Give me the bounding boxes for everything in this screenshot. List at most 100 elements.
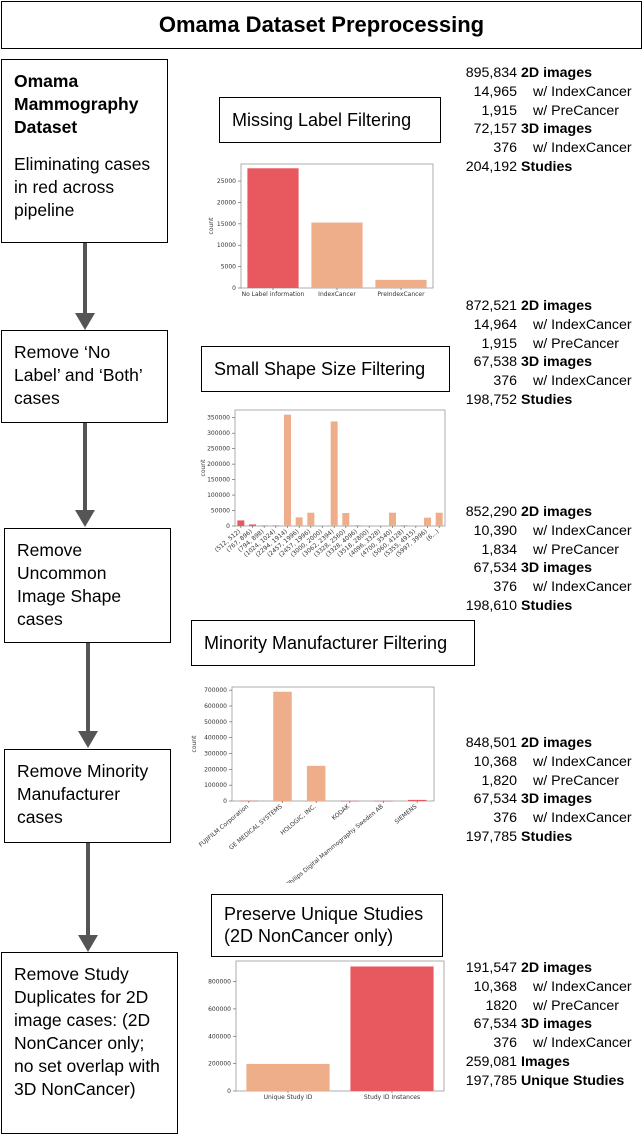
step-remove-no-label: Remove ‘No Label’ and ‘Both’ cases <box>1 330 168 423</box>
stat-row: 198,610 Studies <box>440 597 644 616</box>
stat-row: 1,915 w/ PreCancer <box>440 102 644 121</box>
stat-row: 848,501 2D images <box>440 734 644 753</box>
y-tick-label: 10000 <box>217 242 236 249</box>
step-remove-study-duplicates: Remove Study Duplicates for 2D image cas… <box>1 952 178 1134</box>
bar <box>246 1063 330 1091</box>
stat-label: 3D images <box>521 121 592 138</box>
filter-small-shape: Small Shape Size Filtering <box>201 346 450 392</box>
y-tick-label: 200000 <box>208 1061 231 1068</box>
stat-value: 67,534 <box>473 791 517 808</box>
stat-label: 3D images <box>521 791 592 808</box>
stat-row: 198,752 Studies <box>440 391 644 410</box>
y-tick-label: 20000 <box>217 199 236 206</box>
bar <box>330 421 338 526</box>
x-tick-label: No Label information <box>242 291 305 298</box>
stat-value: 197,785 <box>465 828 517 845</box>
stat-row: 10,368 w/ IndexCancer <box>440 753 644 772</box>
y-tick-label: 800000 <box>208 979 231 986</box>
bar <box>377 525 385 526</box>
stat-row: 72,157 3D images <box>440 120 644 139</box>
stat-row: 1,834 w/ PreCancer <box>440 541 644 560</box>
stat-row: 376 w/ IndexCancer <box>440 139 644 158</box>
y-tick-label: 25000 <box>217 178 236 185</box>
y-tick-label: 300000 <box>207 430 230 437</box>
stat-value: 14,965 <box>473 83 517 100</box>
arrow-down-4 <box>78 843 98 952</box>
bar <box>424 517 431 526</box>
stat-row: 10,390 w/ IndexCancer <box>440 522 644 541</box>
x-tick-label: Unique Study ID <box>264 1094 313 1101</box>
stat-row: 1820 w/ PreCancer <box>440 997 644 1016</box>
bar <box>400 525 408 526</box>
step-remove-minority-manufacturer: Remove Minority Manufacturer cases <box>4 749 171 843</box>
stat-row: 376 w/ IndexCancer <box>440 1034 644 1053</box>
stat-value: 191,547 <box>465 960 517 976</box>
stat-label: Studies <box>521 828 573 845</box>
stat-value: 198,752 <box>465 391 517 408</box>
stat-label: Unique Studies <box>521 1072 625 1089</box>
stat-label: 2D images <box>521 504 592 520</box>
stat-row: 197,785 Studies <box>440 828 644 847</box>
chart-small-shape-svg: 0 50000 100000 150000 200000 250000 300000 3500… <box>200 409 446 559</box>
bar <box>407 799 427 801</box>
x-tick-label: Study ID Instances <box>364 1094 420 1101</box>
stat-row: 197,785 Unique Studies <box>440 1072 644 1091</box>
stat-value: 376 <box>493 373 517 390</box>
stat-row: 14,964 w/ IndexCancer <box>440 316 644 335</box>
stat-value: 1820 <box>485 997 517 1014</box>
stat-row: 10,368 w/ IndexCancer <box>440 978 644 997</box>
chart-unique-studies: 0 200000 400000 600000 800000 Unique Study ID… <box>200 957 446 1102</box>
x-tick-label: HOLOGIC, INC. <box>279 803 317 837</box>
stat-label: w/ PreCancer <box>533 772 619 789</box>
y-tick-label: 500000 <box>204 719 227 726</box>
stats-block-3: 852,290 2D images 10,390 w/ IndexCancer 1,83… <box>440 503 644 616</box>
stat-value: 872,521 <box>465 298 517 314</box>
stat-row: 376 w/ IndexCancer <box>440 372 644 391</box>
stat-row: 376 w/ IndexCancer <box>440 809 644 828</box>
y-tick-label: 0 <box>223 798 227 805</box>
stat-row: 376 w/ IndexCancer <box>440 578 644 597</box>
page-title: Omama Dataset Preprocessing <box>1 1 642 49</box>
x-tick-label: PreIndexCancer <box>377 291 425 298</box>
y-tick-label: 200000 <box>207 461 230 468</box>
stat-label: w/ IndexCancer <box>533 140 632 157</box>
stat-value: 197,785 <box>465 1072 517 1089</box>
stat-label: 3D images <box>521 354 592 371</box>
bar <box>295 517 303 526</box>
stat-label: w/ IndexCancer <box>533 373 632 390</box>
stat-label: w/ PreCancer <box>533 997 619 1014</box>
stat-row: 191,547 2D images <box>440 959 644 978</box>
stat-value: 852,290 <box>465 504 517 520</box>
stat-label: w/ IndexCancer <box>533 1035 632 1052</box>
step-remove-study-duplicates-body: Remove Study Duplicates for 2D image cas… <box>14 964 160 1099</box>
plot-frame <box>234 409 446 527</box>
step-dataset-header: Omama Mammography Dataset <box>14 71 139 137</box>
y-tick-label: 150000 <box>207 477 230 484</box>
stats-block-1: 895,834 2D images 14,965 w/ IndexCancer 1,91… <box>440 64 644 177</box>
chart-missing-label-svg: 0 5000 10000 15000 20000 25000 count No Label i… <box>208 163 434 298</box>
x-tick-label: SIEMENS <box>394 803 419 826</box>
y-tick-label: 0 <box>227 1088 231 1095</box>
x-tick-label: IndexCancer <box>318 291 356 298</box>
x-tick-label: KODAK <box>331 802 352 821</box>
stats-block-5: 191,547 2D images 10,368 w/ IndexCancer 1820… <box>440 959 644 1091</box>
bar <box>306 765 326 801</box>
bar <box>375 279 427 288</box>
bar <box>260 525 268 526</box>
stat-value: 72,157 <box>473 121 517 138</box>
stat-row: 14,965 w/ IndexCancer <box>440 83 644 102</box>
y-tick-label: 250000 <box>207 446 230 453</box>
stat-value: 259,081 <box>465 1053 517 1070</box>
y-axis-label: count <box>191 735 198 753</box>
filter-unique-studies: Preserve Unique Studies (2D NonCancer on… <box>211 894 443 957</box>
stat-label: w/ IndexCancer <box>533 316 632 333</box>
y-tick-label: 5000 <box>221 264 236 271</box>
chart-unique-studies-svg: 0 200000 400000 600000 800000 Unique Study ID… <box>208 960 445 1101</box>
stat-value: 376 <box>493 140 517 157</box>
stat-label: 3D images <box>521 560 592 577</box>
stat-label: 3D images <box>521 1016 592 1033</box>
step-remove-uncommon-shape-body: Remove Uncommon Image Shape cases <box>17 540 122 629</box>
bar <box>311 222 363 288</box>
step-remove-uncommon-shape: Remove Uncommon Image Shape cases <box>4 528 171 643</box>
y-tick-label: 600000 <box>208 1006 231 1013</box>
